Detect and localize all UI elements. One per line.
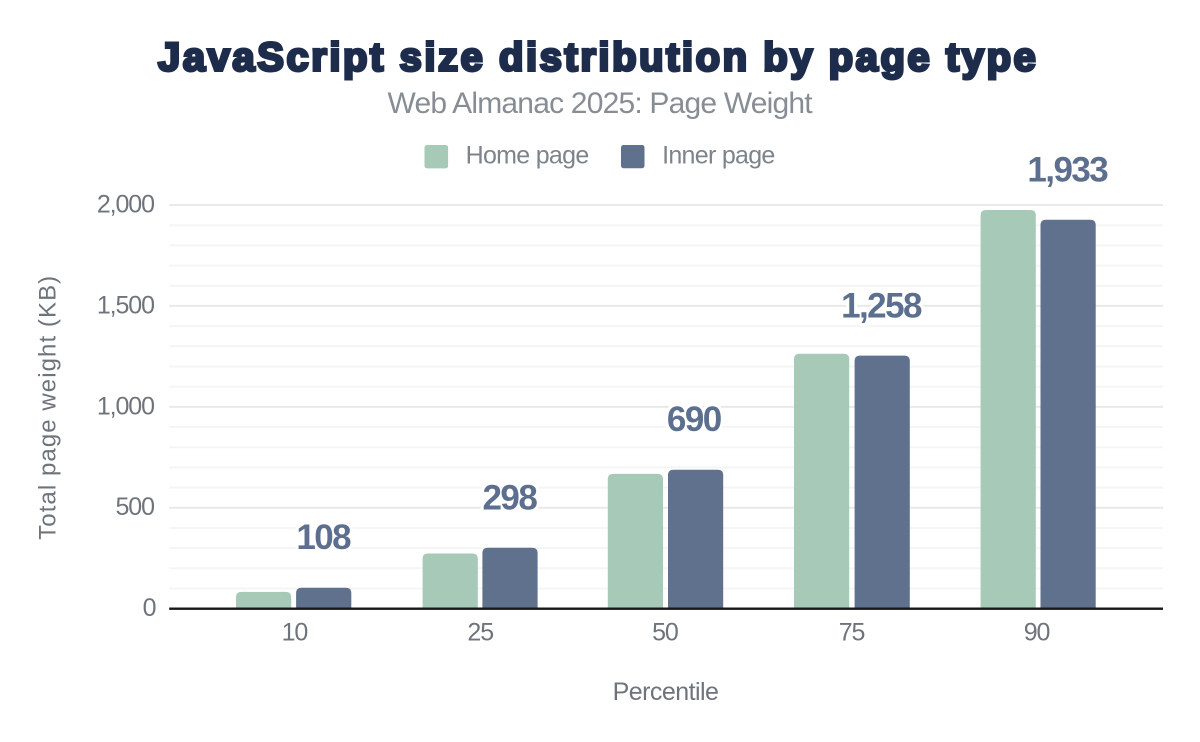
svg-text:75: 75 <box>839 618 865 646</box>
svg-text:0: 0 <box>143 594 156 622</box>
svg-text:JavaScript size distribution b: JavaScript size distribution by page typ… <box>158 36 1038 80</box>
svg-text:690: 690 <box>667 400 722 439</box>
svg-text:Inner page: Inner page <box>662 142 775 170</box>
svg-text:1,258: 1,258 <box>841 286 922 325</box>
svg-text:Web Almanac 2025: Page Weight: Web Almanac 2025: Page Weight <box>388 87 814 120</box>
svg-text:10: 10 <box>282 618 308 646</box>
svg-text:Percentile: Percentile <box>613 678 719 706</box>
svg-text:298: 298 <box>483 478 538 517</box>
svg-text:25: 25 <box>467 618 493 646</box>
svg-text:1,933: 1,933 <box>1027 150 1108 189</box>
svg-text:50: 50 <box>652 618 678 646</box>
svg-text:2,000: 2,000 <box>97 190 154 218</box>
svg-text:1,000: 1,000 <box>97 392 154 420</box>
svg-text:Total page weight (KB): Total page weight (KB) <box>34 275 61 540</box>
svg-text:108: 108 <box>296 518 351 557</box>
svg-text:Home page: Home page <box>466 142 589 170</box>
svg-text:90: 90 <box>1024 618 1050 646</box>
svg-text:1,500: 1,500 <box>97 291 154 319</box>
svg-text:500: 500 <box>115 493 154 521</box>
